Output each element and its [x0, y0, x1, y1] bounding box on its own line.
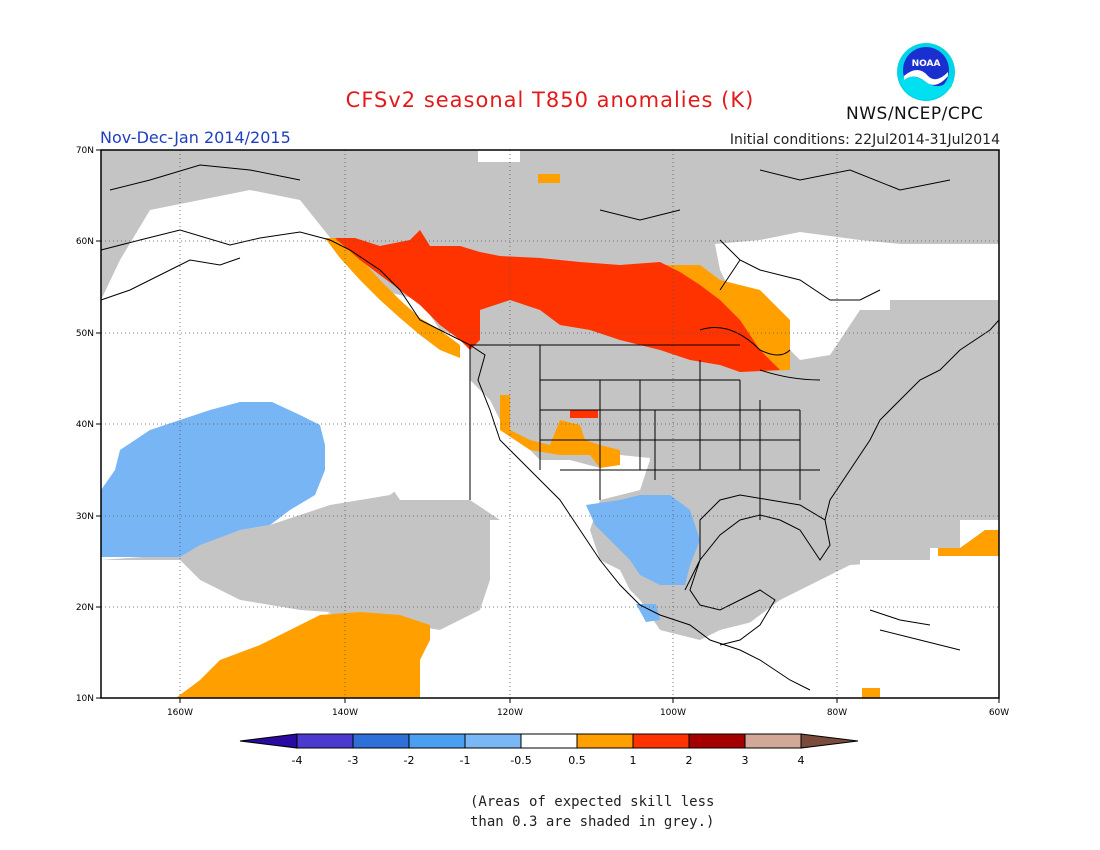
anomaly-blue-regions: [101, 402, 700, 622]
legend-over-arrow: [800, 733, 859, 749]
initial-conditions: Initial conditions: 22Jul2014-31Jul2014: [729, 132, 1000, 148]
graticule: [101, 150, 999, 698]
legend-tick-label: 2: [686, 754, 693, 767]
legend-tick-label: 4: [798, 754, 805, 767]
skill-note-line1: (Areas of expected skill less: [470, 794, 715, 810]
lat-label: 70N: [76, 146, 94, 156]
noaa-logo-icon: NOAA: [897, 43, 955, 101]
legend-tick-label: -4: [292, 754, 303, 767]
lat-label: 40N: [76, 420, 94, 430]
legend-swatch: [464, 733, 522, 749]
lon-label: 60W: [989, 708, 1009, 718]
lon-label: 140W: [332, 708, 358, 718]
legend-swatch: [296, 733, 354, 749]
svg-text:NOAA: NOAA: [912, 59, 941, 69]
lat-label: 50N: [76, 329, 94, 339]
color-legend: -4 -3 -2 -1 -0.5 0.5 1 2 3 4: [239, 733, 859, 767]
legend-swatch: [352, 733, 410, 749]
lon-label: 160W: [167, 708, 193, 718]
anomaly-map: 70N 60N 50N 40N 30N 20N 10N 160W 140W 12…: [76, 146, 1009, 767]
skill-note-line2: than 0.3 are shaded in grey.): [470, 814, 715, 830]
skill-note: (Areas of expected skill less than 0.3 a…: [470, 792, 730, 832]
legend-swatch: [408, 733, 466, 749]
legend-tick-label: -2: [404, 754, 415, 767]
legend-swatch: [576, 733, 634, 749]
lon-label: 120W: [497, 708, 523, 718]
legend-tick-label: -1: [460, 754, 471, 767]
legend-tick-label: -3: [348, 754, 359, 767]
legend-tick-label: 3: [742, 754, 749, 767]
agency-label: NWS/NCEP/CPC: [846, 104, 984, 124]
lon-label: 80W: [827, 708, 847, 718]
legend-swatch: [744, 733, 802, 749]
forecast-period: Nov-Dec-Jan 2014/2015: [100, 128, 291, 147]
legend-tick-label: 0.5: [568, 754, 586, 767]
lat-label: 20N: [76, 603, 94, 613]
legend-swatch: [632, 733, 690, 749]
legend-swatch: [520, 733, 578, 749]
legend-under-arrow: [239, 733, 298, 749]
coastlines: [100, 164, 1000, 691]
lat-label: 10N: [76, 694, 94, 704]
lon-label: 100W: [660, 708, 686, 718]
legend-swatch: [688, 733, 746, 749]
lat-label: 30N: [76, 512, 94, 522]
legend-tick-label: 1: [630, 754, 637, 767]
map-title: CFSv2 seasonal T850 anomalies (K): [345, 88, 755, 112]
lat-label: 60N: [76, 237, 94, 247]
anomaly-red-regions: [335, 230, 780, 418]
legend-tick-label: -0.5: [510, 754, 531, 767]
